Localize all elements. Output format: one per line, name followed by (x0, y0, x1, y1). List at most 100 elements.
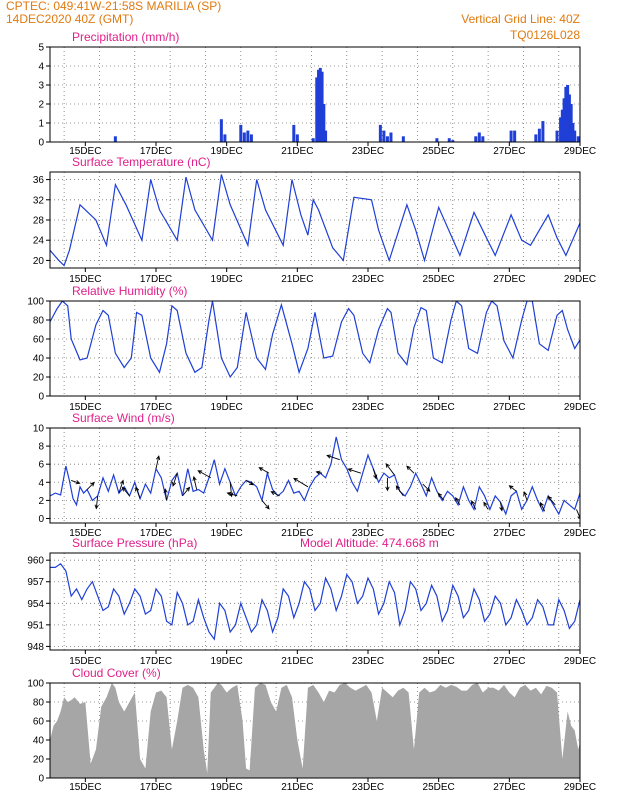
temp-ytick-label: 20 (33, 256, 45, 267)
precip-bar (576, 136, 580, 142)
pressure-xtick-label: 27DEC (493, 656, 525, 667)
surface-temperature-panel: Surface Temperature (nC) 15DEC 17DEC 19DEC 2… (33, 155, 596, 285)
vertical-grid-note: Vertical Grid Line: 40Z (461, 12, 580, 26)
temp-plot-area (50, 174, 580, 267)
rh-xtick-label: 19DEC (211, 402, 243, 413)
wind-arrow (508, 485, 517, 492)
wind-arrow (258, 467, 270, 474)
precip-bar (435, 138, 439, 142)
cloud-cover-area (50, 683, 580, 778)
wind-arrow (172, 473, 178, 487)
wind-arrow (121, 486, 130, 497)
precip-bar (451, 140, 455, 142)
precip-bar (513, 130, 517, 142)
wind-arrow (385, 463, 395, 476)
precip-bar (571, 123, 575, 142)
precip-xtick-label: 17DEC (140, 146, 172, 157)
wind-xtick-label: 27DEC (493, 528, 525, 539)
precip-bar (223, 134, 227, 142)
rh-xtick-label: 25DEC (423, 402, 455, 413)
wind-xtick-label: 17DEC (140, 528, 172, 539)
wind-xtick-label: 19DEC (211, 528, 243, 539)
cloud-xtick-label: 25DEC (423, 782, 455, 793)
wind-xtick-label: 23DEC (352, 528, 384, 539)
wind-arrow (422, 483, 431, 492)
precip-plot-area (113, 67, 580, 142)
wind-arrow (595, 509, 599, 516)
precip-bar (534, 134, 538, 142)
wind-arrow (94, 495, 99, 510)
precip-bar (481, 136, 485, 142)
precip-bar (562, 98, 566, 142)
precip-bar (509, 130, 513, 142)
precip-bar (477, 132, 481, 142)
precip-bar (315, 77, 319, 142)
temp-ytick-label: 32 (33, 195, 45, 206)
rh-title: Relative Humidity (%) (72, 284, 187, 298)
wind-xtick-label: 15DEC (69, 528, 101, 539)
precip-bar (249, 134, 253, 142)
cloud-ytick-label: 40 (33, 736, 45, 747)
precip-bar (569, 104, 573, 142)
pressure-title: Surface Pressure (hPa) (72, 536, 197, 550)
precip-title: Precipitation (mm/h) (72, 30, 179, 44)
wind-ytick-label: 4 (38, 478, 44, 489)
precip-bar (324, 130, 328, 142)
temp-xtick-label: 25DEC (423, 274, 455, 285)
precip-ytick-label: 0 (38, 138, 44, 149)
precip-bar (560, 109, 564, 142)
precip-bar (378, 124, 382, 142)
precip-bar (564, 86, 568, 142)
surface-pressure-panel: Surface Pressure (hPa) Model Altitude: 47… (27, 536, 596, 667)
wind-arrow (197, 470, 211, 479)
precip-ytick-label: 5 (38, 43, 44, 54)
precip-bar (292, 124, 296, 142)
precip-bar (322, 104, 326, 142)
cloud-cover-panel: Cloud Cover (%) 15DEC 17DEC 19DEC 21DEC 23DEC… (27, 666, 596, 793)
wind-arrow (583, 497, 587, 505)
precip-bar (113, 136, 117, 142)
precip-xtick-label: 19DEC (211, 146, 243, 157)
rh-xtick-label: 29DEC (564, 402, 596, 413)
rh-xtick-label: 17DEC (140, 402, 172, 413)
wind-ytick-label: 8 (38, 442, 44, 453)
precip-bar (566, 85, 570, 142)
precip-ytick-label: 3 (38, 81, 44, 92)
wind-arrow (547, 495, 556, 506)
pressure-plot-area (50, 562, 580, 641)
temp-ytick-label: 36 (33, 175, 45, 186)
temp-ytick-label: 24 (33, 236, 45, 247)
temp-xtick-label: 15DEC (69, 274, 101, 285)
precip-bar (541, 121, 545, 142)
wind-title: Surface Wind (m/s) (72, 411, 175, 425)
precip-bar (555, 130, 559, 142)
temp-title: Surface Temperature (nC) (72, 155, 211, 169)
wind-xtick-label: 29DEC (564, 528, 596, 539)
pressure-frame (49, 552, 581, 651)
wind-arrow (135, 486, 141, 499)
precip-bar (389, 132, 393, 142)
wind-arrow (455, 497, 461, 506)
model-id: TQ0126L028 (510, 28, 580, 42)
wind-xtick-label: 21DEC (281, 528, 313, 539)
temp-ytick-label: 28 (33, 216, 45, 227)
wind-arrow (71, 480, 81, 485)
rh-ytick-label: 40 (33, 354, 45, 365)
rh-ytick-label: 20 (33, 373, 45, 384)
temp-frame (49, 171, 581, 269)
rh-ytick-label: 0 (38, 392, 44, 403)
precip-xtick-label: 15DEC (69, 146, 101, 157)
wind-ytick-label: 0 (38, 514, 44, 525)
wind-arrow (163, 488, 168, 501)
precip-bar (318, 67, 322, 142)
wind-arrow (155, 455, 161, 469)
precip-bar (401, 136, 405, 142)
cloud-xtick-label: 19DEC (211, 782, 243, 793)
wind-arrow (406, 465, 415, 474)
pressure-ytick-label: 960 (27, 556, 44, 567)
pressure-xtick-label: 25DEC (423, 656, 455, 667)
precip-bar (573, 130, 577, 142)
pressure-xtick-label: 29DEC (564, 656, 596, 667)
wind-arrow (326, 454, 340, 461)
